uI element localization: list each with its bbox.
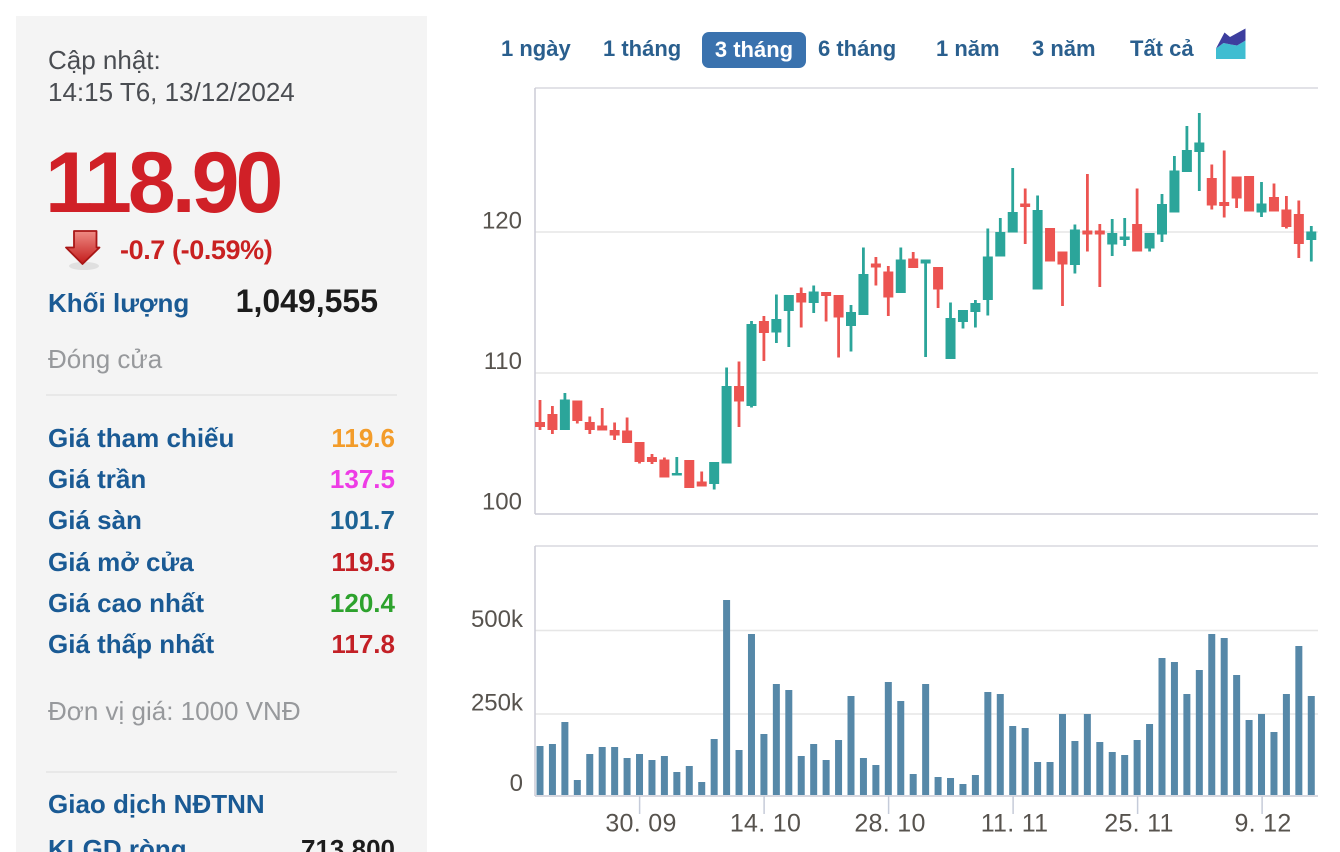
svg-text:1 ngày: 1 ngày bbox=[501, 36, 571, 61]
svg-text:3 tháng: 3 tháng bbox=[715, 37, 793, 62]
svg-text:11. 11: 11. 11 bbox=[981, 810, 1049, 838]
svg-text:-0.7 (-0.59%): -0.7 (-0.59%) bbox=[120, 235, 272, 265]
svg-text:Giá mở cửa: Giá mở cửa bbox=[48, 547, 194, 577]
svg-text:119.6: 119.6 bbox=[331, 423, 395, 453]
svg-text:1 tháng: 1 tháng bbox=[603, 36, 681, 61]
svg-text:9. 12: 9. 12 bbox=[1234, 810, 1291, 838]
svg-text:25. 11: 25. 11 bbox=[1104, 810, 1173, 838]
svg-text:Cập nhật:: Cập nhật: bbox=[48, 45, 161, 75]
svg-text:Giá sàn: Giá sàn bbox=[48, 505, 142, 535]
svg-text:1 năm: 1 năm bbox=[936, 36, 1000, 61]
svg-text:250k: 250k bbox=[471, 690, 524, 717]
svg-text:0: 0 bbox=[510, 770, 523, 797]
svg-text:117.8: 117.8 bbox=[331, 629, 395, 659]
svg-text:110: 110 bbox=[484, 348, 522, 375]
svg-text:713,800: 713,800 bbox=[301, 834, 395, 852]
svg-text:KLGD ròng: KLGD ròng bbox=[48, 834, 187, 852]
svg-text:137.5: 137.5 bbox=[330, 464, 395, 494]
svg-text:Khối lượng: Khối lượng bbox=[48, 288, 189, 318]
svg-text:Giá cao nhất: Giá cao nhất bbox=[48, 588, 204, 618]
svg-text:101.7: 101.7 bbox=[330, 505, 395, 535]
svg-text:Giao dịch NĐTNN: Giao dịch NĐTNN bbox=[48, 789, 265, 819]
svg-text:14:15 T6, 13/12/2024: 14:15 T6, 13/12/2024 bbox=[48, 77, 295, 107]
svg-text:500k: 500k bbox=[471, 606, 524, 633]
svg-text:118.90: 118.90 bbox=[45, 135, 280, 231]
svg-text:Giá tham chiếu: Giá tham chiếu bbox=[48, 423, 234, 453]
svg-text:28. 10: 28. 10 bbox=[854, 810, 925, 838]
svg-text:119.5: 119.5 bbox=[331, 547, 395, 577]
svg-text:Giá thấp nhất: Giá thấp nhất bbox=[48, 629, 214, 659]
svg-text:100: 100 bbox=[482, 489, 522, 516]
svg-text:Đóng cửa: Đóng cửa bbox=[48, 344, 163, 374]
svg-text:Giá trần: Giá trần bbox=[48, 464, 146, 494]
svg-text:Đơn vị giá: 1000 VNĐ: Đơn vị giá: 1000 VNĐ bbox=[48, 696, 301, 726]
svg-text:3 năm: 3 năm bbox=[1032, 36, 1096, 61]
svg-text:30. 09: 30. 09 bbox=[605, 810, 676, 838]
svg-text:120.4: 120.4 bbox=[330, 588, 396, 618]
svg-text:Tất cả: Tất cả bbox=[1130, 36, 1194, 61]
svg-text:120: 120 bbox=[482, 208, 522, 235]
svg-text:14. 10: 14. 10 bbox=[730, 810, 801, 838]
svg-text:1,049,555: 1,049,555 bbox=[236, 283, 378, 319]
svg-text:6 tháng: 6 tháng bbox=[818, 36, 896, 61]
